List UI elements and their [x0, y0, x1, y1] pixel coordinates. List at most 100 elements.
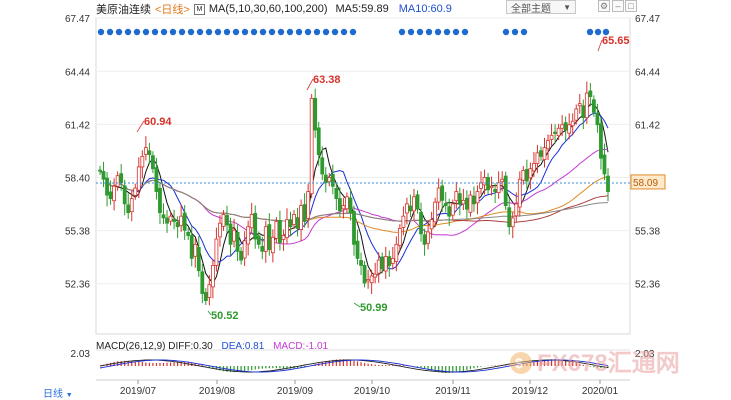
y-tick-label-left: 67.47 [65, 14, 90, 25]
candle-body [376, 259, 381, 274]
candle-body [383, 256, 388, 272]
ma-settings-icon[interactable]: M [193, 3, 205, 15]
candle-body [292, 214, 296, 226]
candle-body [129, 198, 134, 213]
annotation-pointer [207, 310, 212, 316]
candle-body [341, 205, 346, 210]
chevron-down-icon: ▼ [65, 392, 73, 399]
event-dot [151, 28, 159, 36]
annotation-pointer [353, 302, 361, 308]
candle-body [468, 194, 473, 213]
candle-body [412, 196, 416, 212]
candle-body [556, 127, 561, 137]
candle-body [390, 257, 395, 264]
y-tick-label-right: 52.36 [635, 280, 660, 291]
candle-body [482, 177, 487, 186]
candle-body [496, 182, 501, 194]
candle-body [207, 284, 212, 298]
x-tick-label: 2019/08 [199, 386, 236, 397]
candle-body [140, 155, 145, 168]
event-dot [452, 28, 460, 36]
daily-label: 日线 [43, 389, 63, 400]
candle-body [394, 243, 399, 262]
x-tick-label: 2019/07 [120, 386, 157, 397]
candle-body [249, 214, 254, 229]
event-dot [178, 28, 186, 36]
candle-body [563, 122, 568, 131]
annotation-label: 65.65 [602, 35, 630, 47]
candle-body [606, 175, 610, 192]
candle-body [267, 224, 272, 250]
close-icon[interactable]: □ [625, 0, 637, 12]
candle-body [147, 150, 152, 156]
candle-body [151, 155, 155, 170]
y-tick-label-left: 61.42 [65, 120, 90, 131]
y-tick-label-right: 55.38 [635, 227, 660, 238]
event-dot [416, 28, 424, 36]
event-dot [160, 28, 168, 36]
macd-params: MACD(26,12,9) [96, 341, 166, 352]
event-dot [187, 28, 195, 36]
event-dot [295, 28, 303, 36]
candle-body [119, 173, 124, 184]
last-price-label: 58.09 [633, 178, 658, 189]
candle-body [239, 250, 244, 261]
ma5-value: MA5:59.89 [335, 3, 389, 15]
ma10-value: MA10:60.9 [398, 3, 452, 15]
period-tag[interactable]: <日线> [155, 4, 190, 16]
candle-body [242, 240, 247, 259]
subject-dropdown-label: 全部主题 [511, 3, 551, 15]
event-dot [407, 28, 415, 36]
candle-body [309, 97, 314, 195]
event-dot [398, 28, 406, 36]
candle-body [323, 174, 328, 184]
event-dot [461, 28, 469, 36]
minimize-icon[interactable]: – [612, 0, 624, 12]
event-dot [97, 28, 105, 36]
subject-dropdown[interactable]: 全部主题 ▼ [506, 0, 576, 15]
candle-body [429, 219, 434, 230]
candle-body [443, 203, 448, 207]
daily-button[interactable]: 日线 ▼ [43, 385, 73, 400]
event-dot [106, 28, 114, 36]
event-dot [223, 28, 231, 36]
candle-body [521, 170, 526, 181]
candle-body [313, 97, 318, 131]
candle-body [112, 185, 117, 202]
candle-body [422, 234, 427, 245]
candle-body [595, 113, 600, 126]
x-tick-label: 2019/12 [512, 386, 549, 397]
candle-body [380, 256, 385, 270]
candle-body [574, 108, 579, 121]
event-dot [594, 28, 602, 36]
candle-body [175, 222, 180, 228]
macd-header: MACD(26,12,9) DIFF:0.30 DEA:0.81 MACD:-1… [96, 341, 328, 352]
annotation-pointer [306, 78, 314, 91]
candle-body [168, 215, 173, 222]
settings-icon[interactable]: ⚙ [598, 0, 610, 12]
candle-body [115, 175, 120, 187]
chart-header: 美原油连续 <日线> M MA(5,10,30,60,100,200) MA5:… [96, 1, 452, 17]
candle-body [327, 177, 332, 183]
candle-body [549, 134, 554, 140]
event-dot [133, 28, 141, 36]
annotation-label: 60.94 [144, 116, 172, 128]
candle-body [433, 201, 438, 223]
candle-body [602, 154, 607, 175]
candle-body [426, 231, 430, 244]
event-dot [331, 28, 339, 36]
candle-body [570, 120, 575, 127]
candle-body [334, 187, 339, 199]
candle-body [161, 214, 166, 219]
event-dot [443, 28, 451, 36]
annotation-pointer [597, 39, 603, 52]
candle-body [302, 204, 307, 222]
event-dot [268, 28, 276, 36]
candle-body [165, 217, 169, 224]
event-dot [205, 28, 213, 36]
ma5-line [99, 103, 609, 284]
candle-body [221, 214, 226, 227]
candle-body [200, 271, 205, 294]
candle-body [405, 203, 409, 214]
